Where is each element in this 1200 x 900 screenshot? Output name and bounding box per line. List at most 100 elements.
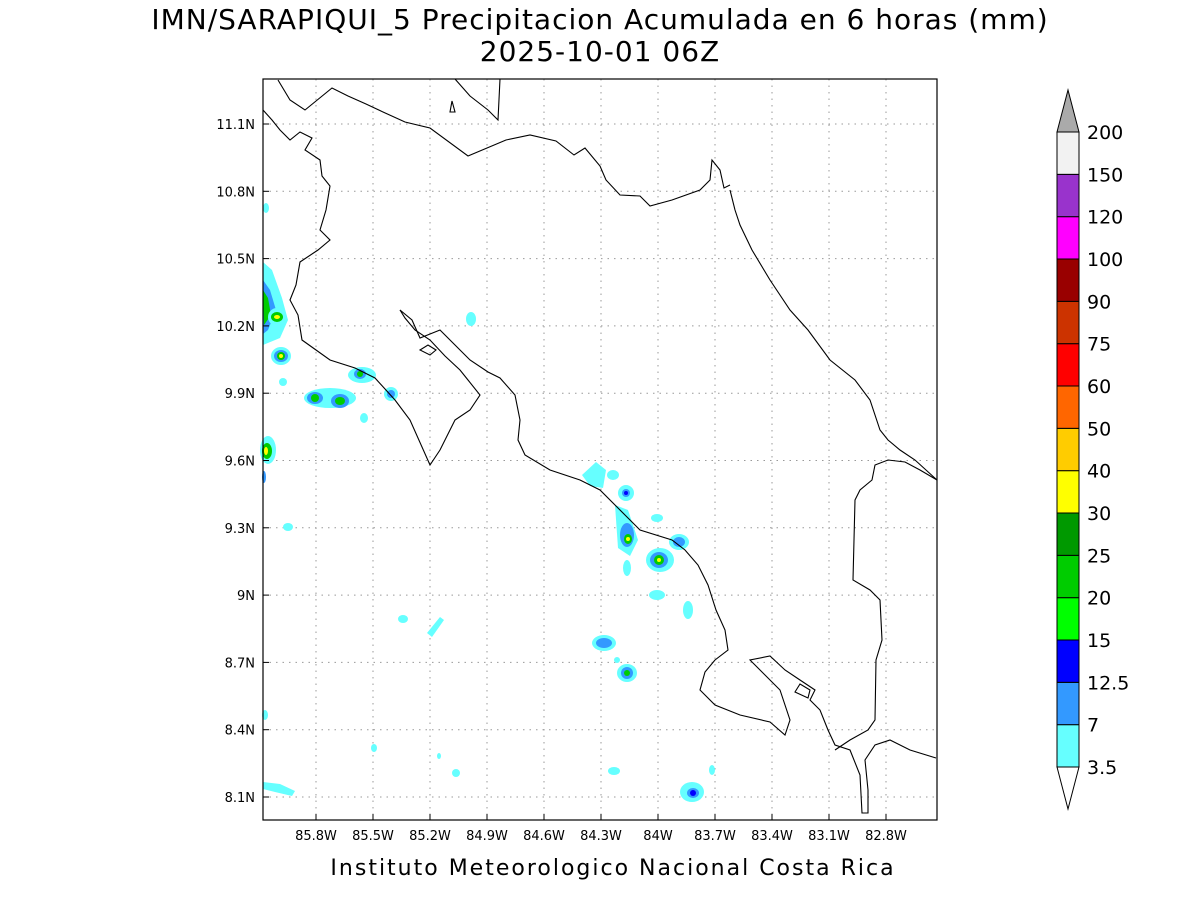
lon-tick-label: 85.2W <box>409 829 451 844</box>
map-frame <box>262 78 938 821</box>
lon-tick-label: 84.3W <box>580 829 622 844</box>
colorbar-level-label: 200 <box>1087 122 1123 144</box>
colorbar-level-label: 12.5 <box>1087 672 1129 694</box>
precip-area <box>623 560 631 576</box>
precip-area <box>452 769 460 777</box>
lat-tick-label: 8.1N <box>225 791 255 806</box>
lon-tick-label: 84.9W <box>466 829 508 844</box>
colorbar-segment <box>1056 300 1080 345</box>
precip-area <box>371 744 377 752</box>
lon-tick-label: 85.5W <box>352 829 394 844</box>
colorbar-level-label: 120 <box>1087 207 1123 229</box>
colorbar-segment <box>1056 470 1080 514</box>
precip-area <box>360 413 368 423</box>
precip-area <box>279 354 283 358</box>
colorbar-over-triangle <box>1056 88 1080 133</box>
lon-tick-label: 82.8W <box>865 829 907 844</box>
colorbar-segment <box>1056 427 1080 472</box>
precip-area <box>673 537 685 547</box>
precip-area <box>657 558 661 562</box>
precip-area <box>614 657 620 663</box>
colorbar-segment <box>1056 512 1080 556</box>
colorbar-level-label: 90 <box>1087 291 1111 313</box>
lat-tick-label: 9.3N <box>225 522 255 537</box>
colorbar-level-label: 15 <box>1087 630 1111 652</box>
precip-area <box>608 767 620 775</box>
lon-tick-label: 83.4W <box>751 829 793 844</box>
coastline-pacific <box>262 109 481 467</box>
colorbar-segment <box>1056 343 1080 387</box>
precip-area <box>626 537 630 541</box>
colorbar-segment <box>1056 639 1080 683</box>
precip-area <box>427 617 444 637</box>
coastline-pacific <box>399 309 937 814</box>
colorbar-segment <box>1056 724 1080 768</box>
precip-area <box>357 371 363 377</box>
colorbar-segment <box>1056 681 1080 726</box>
precip-area <box>398 615 408 623</box>
colorbar-level-label: 50 <box>1087 418 1111 440</box>
coastlines <box>262 78 938 814</box>
lat-tick-label: 8.7N <box>225 656 255 671</box>
precip-area <box>263 203 269 213</box>
precip-area <box>624 491 628 495</box>
lat-tick-label: 10.8N <box>216 185 255 200</box>
coastline-nicaragua-lake <box>454 78 501 122</box>
precip-area <box>690 790 696 796</box>
colorbar-level-label: 3.5 <box>1087 757 1117 779</box>
precip-area <box>283 523 293 531</box>
colorbar-level-label: 30 <box>1087 503 1111 525</box>
precip-area <box>624 670 630 676</box>
precip-area <box>709 765 715 775</box>
precip-area <box>649 590 665 600</box>
precip-area <box>335 397 345 405</box>
precip-area <box>582 462 606 488</box>
border-panama <box>834 459 938 751</box>
precipitation-areas <box>260 203 715 802</box>
colorbar-segment <box>1056 554 1080 599</box>
colorbar-level-label: 150 <box>1087 164 1123 186</box>
precip-area <box>274 315 280 319</box>
lon-tick-label: 83.1W <box>808 829 850 844</box>
precip-area <box>264 447 268 455</box>
colorbar-segment <box>1056 385 1080 429</box>
map-gridlines <box>263 79 937 820</box>
coastline-caribbean <box>729 189 938 481</box>
colorbar-level-label: 100 <box>1087 249 1123 271</box>
lat-tick-label: 10.2N <box>216 320 255 335</box>
precip-area <box>596 638 612 648</box>
colorbar-segment <box>1056 216 1080 260</box>
lat-tick-label: 9.6N <box>225 455 255 470</box>
colorbar-level-label: 25 <box>1087 545 1111 567</box>
colorbar-segment <box>1056 131 1080 175</box>
colorbar: 3.5 7 12.5 15 20 25 30 40 50 60 75 90 100 120 150 200 <box>1056 88 1129 811</box>
colorbar-segment <box>1056 597 1080 641</box>
map-title: IMN/SARAPIQUI_5 Precipitacion Acumulada … <box>151 3 1049 36</box>
precip-area <box>263 782 295 796</box>
precip-area <box>311 394 319 402</box>
colorbar-level-label: 60 <box>1087 376 1111 398</box>
lat-tick-label: 10.5N <box>216 253 255 268</box>
precip-area <box>466 312 476 326</box>
precip-area <box>683 601 693 619</box>
lat-tick-label: 9.9N <box>225 387 255 402</box>
precip-area <box>437 753 441 759</box>
lat-tick-label: 8.4N <box>225 724 255 739</box>
lon-tick-label: 83.7W <box>694 829 736 844</box>
axis-tick-labels: 11.1N 10.8N 10.5N 10.2N 9.9N 9.6N 9.3N 9N 8.7N 8.… <box>216 118 907 844</box>
coastline-nicaragua-lake <box>277 79 731 207</box>
lon-tick-label: 85.8W <box>295 829 337 844</box>
lon-tick-label: 84.6W <box>523 829 565 844</box>
colorbar-segment <box>1056 173 1080 218</box>
coastline-nicoya-island <box>418 344 437 356</box>
precip-area <box>607 470 619 480</box>
colorbar-level-label: 20 <box>1087 588 1111 610</box>
precip-area <box>651 514 663 522</box>
lat-tick-label: 9N <box>237 589 255 604</box>
lat-tick-label: 11.1N <box>216 118 255 133</box>
lon-tick-label: 84W <box>643 829 673 844</box>
coastline-osa <box>794 683 811 699</box>
map-background <box>263 79 937 820</box>
footer-credit: Instituto Meteorologico Nacional Costa R… <box>330 856 896 881</box>
